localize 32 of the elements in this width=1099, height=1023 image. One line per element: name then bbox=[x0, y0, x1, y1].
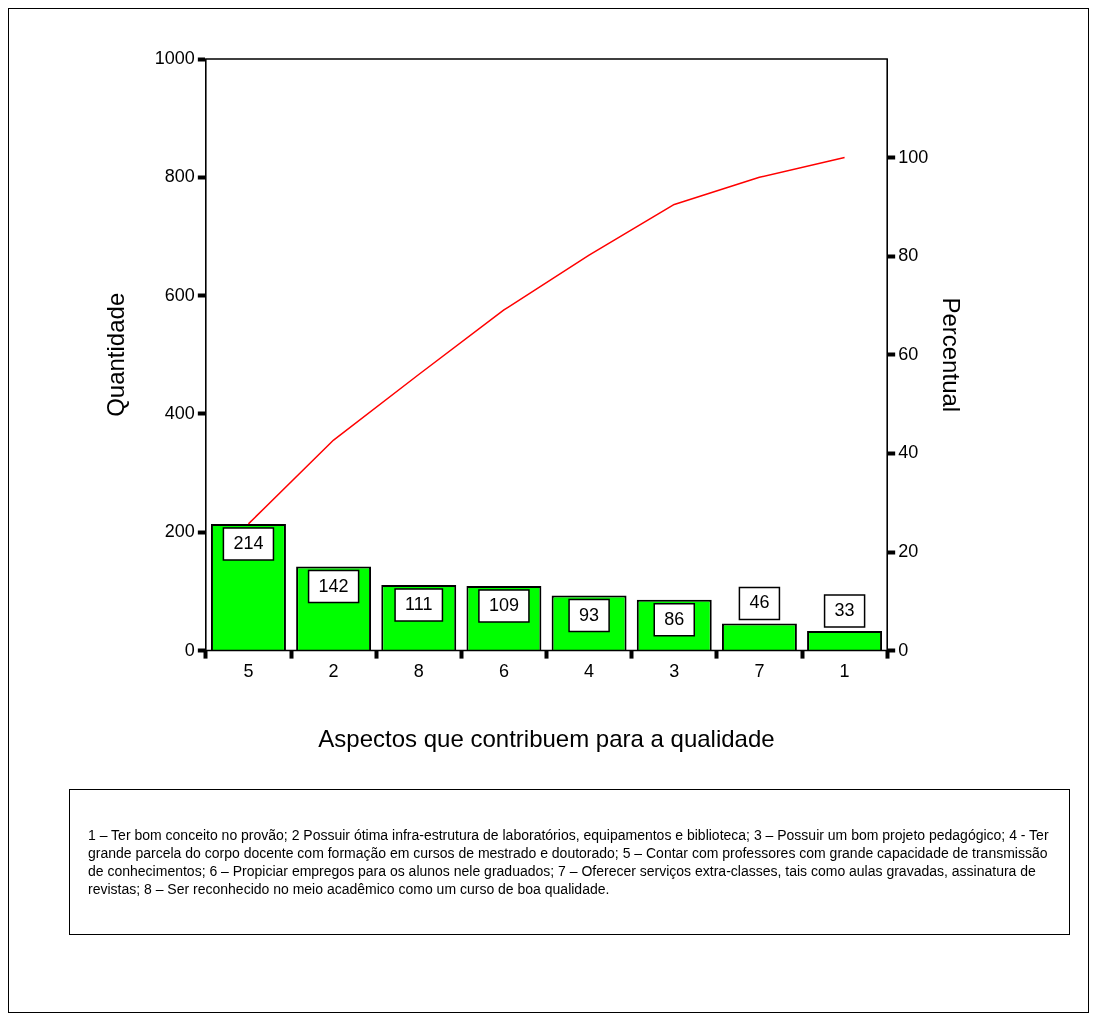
data-label: 142 bbox=[318, 575, 349, 596]
data-label: 109 bbox=[488, 595, 519, 616]
x-tick-label: 7 bbox=[754, 661, 765, 682]
data-label: 93 bbox=[579, 604, 600, 625]
data-label: 46 bbox=[749, 592, 770, 613]
x-tick-label: 5 bbox=[243, 661, 254, 682]
y2-tick-label: 20 bbox=[898, 540, 919, 561]
x-tick-label: 1 bbox=[839, 661, 850, 682]
y-axis-title: Quantidade bbox=[102, 292, 130, 417]
x-tick-label: 3 bbox=[669, 661, 680, 682]
data-label: 86 bbox=[664, 608, 685, 629]
y-tick-label: 800 bbox=[164, 166, 195, 187]
text: 1 – Ter bom conceito no provão; 2 Possuir ótima infra-estrutura de laboratórios, equipamentos e biblioteca; 3 – Possuir um bom projeto pedagógico; 4 - Ter grande parcela do corpo docente com formação em cursos de mestrado e doutorado; 5 – Contar com professores com grande capacidade de transmissão de conhecimentos; 6 – Propiciar empregos para os alunos nele graduados; 7 – Oferecer serviços extra-classes, tais como aulas gravadas, assinatura de revistas; 8 – Ser reconhecido no meio acadêmico como um curso de boa qualidade. bbox=[69, 789, 1070, 935]
y2-tick-label: 0 bbox=[898, 639, 909, 660]
data-label: 111 bbox=[405, 593, 433, 614]
y-tick-label: 600 bbox=[164, 284, 195, 305]
data-label: 33 bbox=[834, 600, 855, 621]
y2-tick-label: 60 bbox=[898, 343, 919, 364]
x-tick-label: 4 bbox=[584, 661, 595, 682]
x-tick-label: 6 bbox=[498, 661, 509, 682]
y2-tick-label: 100 bbox=[898, 146, 929, 167]
y2-axis-title: Percentual bbox=[937, 297, 965, 413]
y-tick-label: 1000 bbox=[154, 47, 195, 68]
data-label: 214 bbox=[233, 532, 264, 553]
y-tick-label: 0 bbox=[184, 639, 195, 660]
x-axis-title: Aspectos que contribuem para a qualidade bbox=[318, 725, 775, 753]
y2-tick-label: 80 bbox=[898, 245, 919, 266]
y2-tick-label: 40 bbox=[898, 442, 919, 463]
x-tick-label: 2 bbox=[328, 661, 339, 682]
x-tick-label: 8 bbox=[413, 661, 424, 682]
y-tick-label: 200 bbox=[164, 521, 195, 542]
y-tick-label: 400 bbox=[164, 402, 195, 423]
